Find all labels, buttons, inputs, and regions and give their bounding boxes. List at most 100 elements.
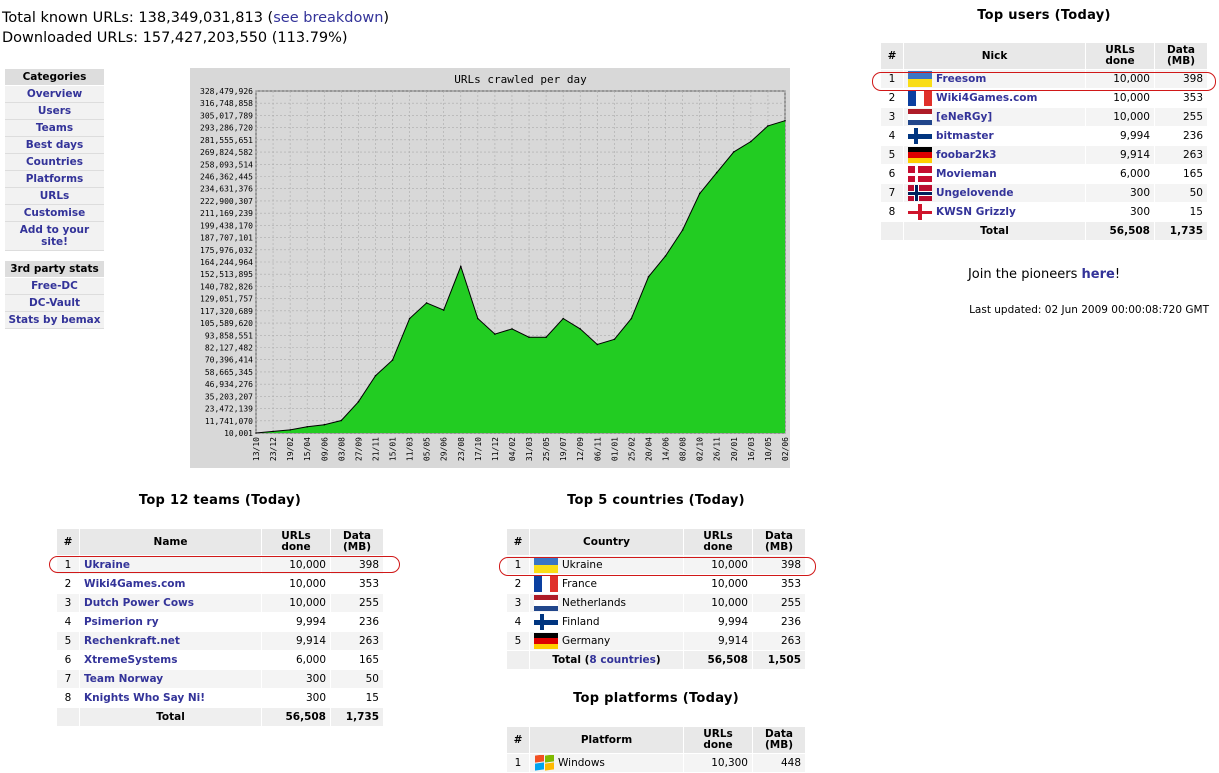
name-link[interactable]: Freesom (936, 73, 987, 85)
x-tick-label: 15/01 (389, 437, 398, 461)
category-link-overview[interactable]: Overview (5, 86, 104, 103)
data-point (767, 125, 769, 127)
y-tick-label: 246,362,445 (200, 173, 253, 182)
data-cell: 263 (1154, 145, 1208, 165)
category-link-add-to-your-site[interactable]: Add to your site! (5, 222, 104, 251)
data-point (477, 317, 479, 320)
name-link[interactable]: Team Norway (84, 673, 164, 685)
y-tick-label: 82,127,482 (205, 344, 253, 353)
see-breakdown-link[interactable]: see breakdown (273, 10, 384, 26)
top-teams-table: # Name URLs done Data (MB) 1 Ukraine 10,000 398… (56, 528, 384, 727)
data-cell: 255 (752, 593, 806, 613)
name-text: Windows (558, 757, 605, 769)
category-link-best-days[interactable]: Best days (5, 137, 104, 154)
category-link-customise[interactable]: Customise (5, 205, 104, 222)
table-row: 5 Germany 9,914 263 (506, 631, 806, 651)
category-link-teams[interactable]: Teams (5, 120, 104, 137)
column-header: Data (MB) (330, 528, 384, 556)
urls-cell: 10,000 (261, 555, 331, 575)
rank-cell: 5 (506, 631, 530, 651)
x-tick-label: 25/05 (542, 437, 551, 461)
germany-flag-icon (908, 147, 932, 163)
name-link[interactable]: Dutch Power Cows (84, 597, 194, 609)
y-tick-label: 117,320,689 (200, 307, 253, 316)
name-link[interactable]: Rechenkraft.net (84, 635, 180, 647)
x-tick-label: 05/05 (423, 437, 432, 461)
table-row: 1 Freesom 10,000 398 (880, 69, 1208, 89)
top-teams-title: Top 12 teams (Today) (138, 493, 302, 508)
category-link-urls[interactable]: URLs (5, 188, 104, 205)
downloaded-urls-label: Downloaded URLs: (2, 30, 139, 46)
table-row: 8 Knights Who Say Ni! 300 15 (56, 688, 384, 708)
category-link-countries[interactable]: Countries (5, 154, 104, 171)
x-tick-label: 27/09 (354, 437, 363, 461)
x-tick-label: 08/08 (679, 437, 688, 461)
x-tick-label: 06/11 (593, 437, 602, 461)
x-tick-label: 23/12 (269, 437, 278, 461)
name-link[interactable]: foobar2k3 (936, 149, 997, 161)
table-row: 8 KWSN Grizzly 300 15 (880, 202, 1208, 222)
name-link[interactable]: KWSN Grizzly (936, 206, 1016, 218)
name-link[interactable]: [eNeRGy] (936, 111, 993, 123)
total-label: Total ( (552, 654, 590, 666)
urls-cell: 9,994 (683, 612, 753, 632)
name-link[interactable]: Knights Who Say Ni! (84, 692, 206, 704)
total-row: Total 56,508 1,735 (880, 221, 1208, 241)
name-link[interactable]: Ungelovende (936, 187, 1014, 199)
name-link[interactable]: Wiki4Games.com (936, 92, 1038, 104)
urls-cell: 300 (261, 688, 331, 708)
known-urls-row: Total known URLs: 138,349,031,813 (see b… (2, 10, 390, 26)
total-rank-cell (506, 650, 530, 670)
category-link-platforms[interactable]: Platforms (5, 171, 104, 188)
third-party-header: 3rd party stats (5, 261, 104, 278)
x-tick-label: 04/02 (508, 437, 517, 461)
urls-cell: 9,914 (261, 631, 331, 651)
france-flag-icon (534, 576, 558, 592)
rank-cell: 3 (880, 107, 904, 127)
data-point (425, 302, 428, 304)
ukraine-flag-icon (908, 71, 932, 87)
finland-flag-icon (908, 128, 932, 144)
x-tick-label: 11/12 (491, 437, 500, 461)
name-link[interactable]: bitmaster (936, 130, 994, 142)
name-link[interactable]: Wiki4Games.com (84, 578, 186, 590)
name-link[interactable]: Movieman (936, 168, 997, 180)
total-label: Total (156, 711, 185, 723)
y-tick-label: 234,631,376 (200, 185, 253, 194)
total-urls-cell: 56,508 (1085, 221, 1155, 241)
third-party-link-free-dc[interactable]: Free-DC (5, 278, 104, 295)
pioneers-here-link[interactable]: here (1081, 267, 1115, 282)
data-point (391, 359, 394, 361)
rank-cell: 8 (56, 688, 80, 708)
name-link[interactable]: XtremeSystems (84, 654, 178, 666)
category-link-users[interactable]: Users (5, 103, 104, 120)
name-link[interactable]: Psimerion ry (84, 616, 159, 628)
top-users-table-wrap: # Nick URLs done Data (MB) 1 Freesom 10,000 398… (880, 42, 1208, 241)
third-party-link-stats-by-bemax[interactable]: Stats by bemax (5, 312, 104, 329)
y-tick-label: 23,472,139 (205, 405, 253, 414)
third-party-link-dc-vault[interactable]: DC-Vault (5, 295, 104, 312)
y-tick-label: 269,824,582 (200, 148, 253, 157)
y-tick-label: 316,748,858 (200, 99, 253, 108)
column-header: URLs done (1085, 42, 1155, 70)
y-tick-label: 152,513,895 (200, 270, 253, 279)
total-data-cell: 1,735 (1154, 221, 1208, 241)
table-row: 5 foobar2k3 9,914 263 (880, 145, 1208, 165)
x-tick-label: 11/03 (406, 437, 415, 461)
y-tick-label: 293,286,720 (200, 124, 253, 133)
name-text: Finland (562, 616, 600, 628)
y-tick-label: 199,438,170 (200, 221, 253, 230)
x-tick-label: 19/02 (286, 437, 295, 461)
urls-cell: 10,000 (1085, 107, 1155, 127)
total-countries-link[interactable]: 8 countries (589, 654, 656, 666)
table-header-row: # Name URLs done Data (MB) (56, 528, 384, 556)
name-link[interactable]: Ukraine (84, 559, 130, 571)
categories-header: Categories (5, 69, 104, 86)
column-header: URLs done (683, 726, 753, 754)
pioneers-end: ! (1114, 267, 1121, 282)
total-data-cell: 1,735 (330, 707, 384, 727)
y-tick-label: 175,976,032 (200, 246, 253, 255)
rank-cell: 6 (56, 650, 80, 670)
x-tick-label: 25/02 (627, 437, 636, 461)
urls-cell: 10,000 (1085, 88, 1155, 108)
